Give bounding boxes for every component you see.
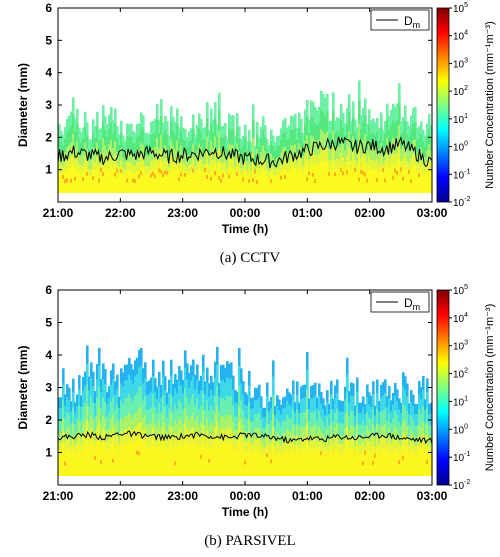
dm-series-line xyxy=(57,136,433,169)
x-tick-label: 21:00 xyxy=(43,206,74,220)
panel-parsivel: 1 2 3 4 5 6 21:00 22:00 23:00 00:00 01:00 02:00 03:0… xyxy=(16,283,496,549)
colorbar: 10-2 10-1 100 101 102 103 104 105 Number Concent… xyxy=(436,2,496,209)
x-tick-label: 00:00 xyxy=(230,489,261,503)
panel-cctv: 1 2 3 4 5 6 21:00 22:00 23:00 00:00 01:00 02:00 03:0… xyxy=(16,1,496,266)
colorbar-tick-label: 102 xyxy=(453,85,468,98)
y-tick-label: 2 xyxy=(45,130,52,144)
colorbar-tick-label: 105 xyxy=(453,284,468,297)
colorbar-tick-label: 104 xyxy=(453,312,468,325)
y-tick-label: 3 xyxy=(45,98,52,112)
colorbar-tick-label: 103 xyxy=(453,57,468,70)
x-tick-label: 22:00 xyxy=(105,489,136,503)
panel-caption: (a) CCTV xyxy=(220,250,281,266)
colorbar-tick-label: 100 xyxy=(453,141,468,154)
y-tick-label: 5 xyxy=(45,316,52,330)
colorbar-tick-label: 105 xyxy=(453,2,468,15)
colorbar-tick-label: 10-1 xyxy=(453,451,470,464)
y-axis-title: Diameter (mm) xyxy=(16,63,30,147)
colorbar-gradient xyxy=(436,289,450,486)
y-tick-label: 1 xyxy=(45,163,52,177)
colorbar-tick-label: 101 xyxy=(453,395,468,408)
y-tick-label: 3 xyxy=(45,381,52,395)
y-tick-label: 5 xyxy=(45,33,52,47)
heatmap-field xyxy=(58,80,432,193)
colorbar-gradient xyxy=(436,7,450,203)
colorbar-tick-label: 10-2 xyxy=(453,196,470,209)
colorbar-tick-label: 10-2 xyxy=(453,479,470,492)
colorbar-tick-label: 10-1 xyxy=(453,168,470,181)
legend-box xyxy=(370,9,430,31)
colorbar-tick-label: 102 xyxy=(453,368,468,381)
dm-series-line xyxy=(57,430,433,445)
y-tick-label: 6 xyxy=(45,1,52,15)
x-tick-label: 00:00 xyxy=(230,206,261,220)
colorbar-tick-label: 101 xyxy=(453,113,468,126)
x-axis-title: Time (h) xyxy=(222,222,268,236)
legend-box xyxy=(370,291,430,313)
y-tick-label: 4 xyxy=(45,66,52,80)
x-tick-label: 21:00 xyxy=(43,489,74,503)
colorbar: 10-2 10-1 100 101 102 103 104 105 Number Concent… xyxy=(436,284,496,492)
y-tick-label: 4 xyxy=(45,348,52,362)
x-tick-label: 03:00 xyxy=(417,489,448,503)
colorbar-tick-label: 104 xyxy=(453,30,468,43)
colorbar-title: Number Concentration (mm⁻¹m⁻³) xyxy=(484,304,496,471)
x-axis-title: Time (h) xyxy=(222,505,268,519)
colorbar-tick-label: 100 xyxy=(453,423,468,436)
x-tick-label: 23:00 xyxy=(167,489,198,503)
y-tick-label: 1 xyxy=(45,446,52,460)
x-tick-label: 03:00 xyxy=(417,206,448,220)
y-axis-title: Diameter (mm) xyxy=(16,345,30,429)
x-tick-label: 23:00 xyxy=(167,206,198,220)
heatmap-field xyxy=(58,345,432,476)
x-tick-label: 01:00 xyxy=(292,206,323,220)
x-tick-label: 01:00 xyxy=(292,489,323,503)
colorbar-title: Number Concentration (mm⁻¹m⁻³) xyxy=(484,21,496,188)
legend: Dm xyxy=(370,291,430,313)
legend: Dm xyxy=(370,9,430,31)
panel-caption: (b) PARSIVEL xyxy=(204,533,296,549)
y-tick-label: 2 xyxy=(45,413,52,427)
y-tick-label: 6 xyxy=(45,283,52,297)
x-tick-label: 02:00 xyxy=(354,206,385,220)
x-tick-label: 02:00 xyxy=(354,489,385,503)
colorbar-tick-label: 103 xyxy=(453,340,468,353)
x-tick-label: 22:00 xyxy=(105,206,136,220)
